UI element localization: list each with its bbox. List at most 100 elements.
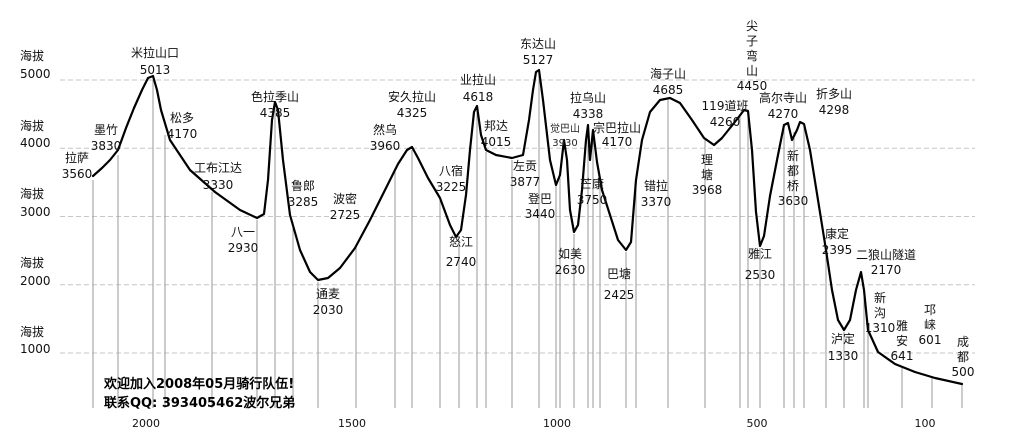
site-name-char: 尖 (746, 19, 758, 33)
site-elevation: 1310 (865, 321, 896, 335)
site-elevation: 2530 (745, 268, 776, 282)
site-name: 八一 (231, 225, 255, 239)
site-label-19: 觉巴山 3930 (550, 123, 580, 149)
site-elevation: 3330 (203, 178, 234, 192)
site-name: 119道班 (702, 99, 749, 113)
site-name: 泸定 (831, 331, 855, 346)
y-tick-1000: 1000 (20, 342, 51, 356)
site-name-char: 都 (957, 350, 969, 364)
site-label-21: 如美 2630 (555, 246, 586, 277)
y-unit-label: 海拔 (20, 186, 44, 201)
site-name: 觉巴山 (550, 123, 580, 135)
site-name: 芒康 (580, 176, 604, 191)
site-name: 邦达 (484, 119, 508, 133)
site-name: 业拉山 (460, 72, 496, 87)
site-name-char: 山 (746, 64, 758, 78)
site-label-10: 波密 2725 (330, 191, 361, 222)
site-label-8: 鲁郎 3285 (288, 179, 319, 209)
site-label-35: 康定 2395 (822, 226, 853, 257)
site-label-11: 然乌 3960 (370, 122, 401, 153)
site-name: 登巴 (528, 191, 552, 206)
site-label-23: 芒康 3750 (577, 176, 608, 207)
site-elevation: 641 (891, 349, 914, 363)
site-name-char: 弯 (746, 48, 758, 63)
x-tick-500: 500 (747, 417, 768, 429)
x-tick-2000: 2000 (132, 417, 160, 429)
site-elevation: 3225 (436, 180, 467, 194)
site-name: 二狼山隧道 (856, 247, 916, 262)
site-name: 如美 (558, 246, 582, 261)
site-elevation: 4325 (397, 106, 428, 120)
site-name-char: 邛 (924, 303, 936, 317)
y-unit-label: 海拔 (20, 118, 44, 133)
site-label-16: 邦达 4015 (481, 119, 512, 149)
site-elevation: 2630 (555, 263, 586, 277)
site-name-char: 崃 (924, 318, 936, 332)
site-label-34: 折多山 4298 (816, 86, 852, 117)
site-label-27: 海子山 4685 (650, 66, 686, 97)
recruit-note: 欢迎加入2008年05月骑行队伍! (103, 376, 294, 392)
site-label-15: 业拉山 4618 (460, 72, 496, 104)
site-label-6: 八一 2930 (228, 225, 259, 255)
site-name: 怒江 (449, 234, 473, 249)
site-elevation: 3370 (641, 195, 672, 209)
site-elevation: 2425 (604, 288, 635, 302)
contact-note: 联系QQ: 393405462波尔兄弟 (104, 395, 295, 411)
site-elevation: 3440 (525, 207, 556, 221)
site-name: 然乌 (373, 122, 397, 137)
site-name: 米拉山口 (131, 45, 179, 60)
elevation-profile-line (91, 68, 964, 386)
site-elevation: 3285 (288, 195, 319, 209)
site-name-char: 雅 (896, 318, 908, 333)
site-name-char: 沟 (874, 306, 886, 320)
site-label-2: 墨竹 3830 (91, 123, 122, 153)
site-elevation: 4618 (463, 90, 494, 104)
site-label-4: 松多 4170 (167, 111, 198, 141)
site-label-31: 雅江 2530 (745, 246, 776, 282)
site-elevation: 3877 (510, 175, 541, 189)
site-elevation: 3560 (62, 167, 93, 181)
site-elevation: 5013 (140, 63, 171, 77)
y-tick-5000: 5000 (20, 67, 51, 81)
site-elevation: 1330 (828, 349, 859, 363)
site-label-13: 八宿 3225 (436, 163, 467, 194)
site-elevation: 4450 (737, 79, 768, 93)
site-name: 八宿 (439, 163, 463, 178)
site-elevation: 4015 (481, 135, 512, 149)
site-elevation: 3830 (91, 139, 122, 153)
site-name-char: 塘 (701, 167, 713, 182)
site-label-36: 泸定 1330 (828, 331, 859, 363)
station-drop-lines (92, 72, 963, 408)
site-name: 通麦 (316, 287, 340, 301)
site-name: 工布江达 (194, 161, 242, 175)
site-name: 折多山 (816, 86, 852, 101)
site-labels: 拉萨 3560 墨竹 3830 米拉山口 5013 松多 4170 工布江达 3330 八一 2930… (62, 19, 975, 379)
site-label-1: 拉萨 3560 (62, 150, 93, 181)
site-name: 墨竹 (94, 123, 118, 137)
site-elevation: 4385 (260, 106, 291, 120)
x-tick-1000: 1000 (543, 417, 571, 429)
site-elevation: 2740 (446, 255, 477, 269)
site-elevation: 2930 (228, 241, 259, 255)
x-tick-1500: 1500 (338, 417, 366, 429)
site-name: 海子山 (650, 66, 686, 81)
site-name: 错拉 (644, 178, 668, 193)
site-elevation: 2030 (313, 303, 344, 317)
y-axis-labels: 海拔 5000 海拔 4000 海拔 3000 海拔 2000 海拔 1000 (20, 48, 51, 356)
site-elevation: 500 (952, 365, 975, 379)
site-elevation: 4338 (573, 107, 604, 121)
y-tick-2000: 2000 (20, 274, 51, 288)
site-label-26: 错拉 3370 (641, 178, 672, 209)
site-name-char: 理 (701, 153, 713, 167)
y-tick-4000: 4000 (20, 136, 51, 150)
site-elevation: 4260 (710, 115, 741, 129)
